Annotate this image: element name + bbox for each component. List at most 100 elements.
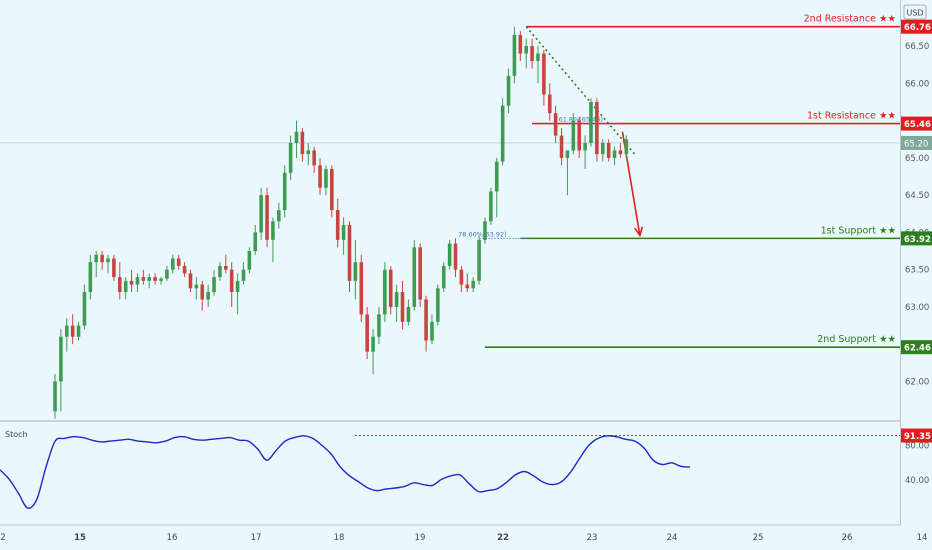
stochastic-pane: Stoch xyxy=(0,430,900,509)
time-tick-label: 15 xyxy=(74,533,86,543)
stoch-level-tag-label: 91.35 xyxy=(904,432,931,442)
level-label: 1st Resistance ★★ xyxy=(807,111,896,122)
price-tick-label: 66.00 xyxy=(905,79,929,89)
time-tick-label: 24 xyxy=(667,533,678,543)
price-pane: 2nd Resistance ★★ 1st Resistance ★★ 1st Su… xyxy=(0,14,900,419)
level-price-tag xyxy=(901,116,932,131)
candle-body xyxy=(418,247,422,300)
candle-body xyxy=(324,169,328,188)
candle-body xyxy=(253,232,258,252)
level-label: 1st Support ★★ xyxy=(821,225,896,236)
candle-body xyxy=(353,262,358,281)
candle-body xyxy=(64,325,69,337)
candle-body xyxy=(165,269,169,279)
candle-body xyxy=(277,210,281,222)
chart-background xyxy=(0,0,900,550)
forecast-arrow-head xyxy=(634,226,644,238)
candle-body xyxy=(312,150,316,166)
candle-body xyxy=(294,131,299,143)
candle-body xyxy=(259,195,263,233)
candle-body xyxy=(141,277,146,281)
fib-label: 61.8%(65.46) xyxy=(559,116,603,124)
candle-body xyxy=(371,336,375,352)
candle-body xyxy=(359,262,364,315)
candle-body xyxy=(318,165,322,188)
candle-body xyxy=(188,273,193,289)
time-tick-label: 25 xyxy=(753,533,764,543)
level-price-tag-label: 66.76 xyxy=(904,23,931,33)
candle-body xyxy=(477,239,481,281)
candle-body xyxy=(306,150,311,155)
candle-body xyxy=(153,277,157,281)
time-tick-label: 19 xyxy=(415,533,426,543)
candle-body xyxy=(300,131,305,155)
candle-body xyxy=(176,258,181,266)
level-label: 2nd Support ★★ xyxy=(817,334,896,345)
time-tick-label: 23 xyxy=(587,533,598,543)
candle-body xyxy=(200,284,205,300)
candle-body xyxy=(577,120,582,151)
level-price-tag xyxy=(901,231,932,246)
level-label: 2nd Resistance ★★ xyxy=(804,14,896,25)
candle-body xyxy=(406,306,411,322)
candle-body xyxy=(595,101,599,155)
candle-body xyxy=(241,269,246,281)
candle-body xyxy=(459,269,464,285)
stoch-label: Stoch xyxy=(5,430,28,439)
price-tick-label: 62.00 xyxy=(905,377,929,387)
candle-body xyxy=(524,46,528,54)
time-tick-label: 26 xyxy=(842,533,853,543)
current-price-tag xyxy=(901,135,932,150)
stoch-tick-label: 80.00 xyxy=(905,441,929,451)
currency-badge xyxy=(903,4,927,20)
candle-body xyxy=(335,210,340,240)
candle-body xyxy=(618,150,623,155)
candle-body xyxy=(218,265,222,278)
candle-body xyxy=(106,258,110,263)
candle-body xyxy=(206,292,210,300)
stoch-layer xyxy=(0,435,900,509)
candle-body xyxy=(265,195,269,240)
price-tick-label: 63.00 xyxy=(905,303,929,313)
candle-body xyxy=(400,292,405,322)
candle-body xyxy=(76,325,81,337)
candle-body xyxy=(182,265,187,274)
time-axis[interactable]: 2 15 16 17 18 19 22 23 24 25 26 14 xyxy=(0,524,928,543)
candle-body xyxy=(347,224,352,281)
candle-body xyxy=(53,381,57,412)
candle-body xyxy=(424,299,428,341)
candle-body xyxy=(377,314,381,337)
candle-body xyxy=(583,142,587,151)
candle-body xyxy=(600,142,605,155)
stoch-line xyxy=(0,435,691,509)
candle-body xyxy=(341,224,346,240)
candle-body xyxy=(465,284,470,289)
level-price-tag-label: 63.92 xyxy=(904,235,931,245)
candle-body xyxy=(447,243,452,266)
stoch-tick-label: 40.00 xyxy=(905,476,929,486)
candle-body xyxy=(82,292,87,326)
level-price-tag-label: 62.46 xyxy=(904,344,931,354)
price-axis[interactable]: USD 62.0062.5063.0063.5064.0064.5065.006… xyxy=(900,0,932,525)
candle-body xyxy=(100,254,104,263)
candle-body xyxy=(624,139,629,155)
time-tick-label: 14 xyxy=(917,533,928,543)
time-tick-label: 17 xyxy=(251,533,262,543)
candle-body xyxy=(430,321,434,341)
candle-body xyxy=(147,277,152,281)
candle-body xyxy=(606,142,611,158)
candle-body xyxy=(471,280,475,289)
candle-body xyxy=(489,191,493,222)
candle-body xyxy=(542,53,546,95)
candle-body xyxy=(506,75,511,106)
candle-body xyxy=(229,269,234,293)
candle-body xyxy=(553,113,558,136)
time-tick-label: 18 xyxy=(334,533,345,543)
price-tick-label: 63.50 xyxy=(905,266,929,276)
candle-body xyxy=(365,314,369,352)
stoch-level-tag xyxy=(901,428,932,443)
candle-body xyxy=(547,94,552,114)
candle-body xyxy=(135,277,140,285)
candle-body xyxy=(70,325,75,337)
candle-body xyxy=(494,161,499,192)
